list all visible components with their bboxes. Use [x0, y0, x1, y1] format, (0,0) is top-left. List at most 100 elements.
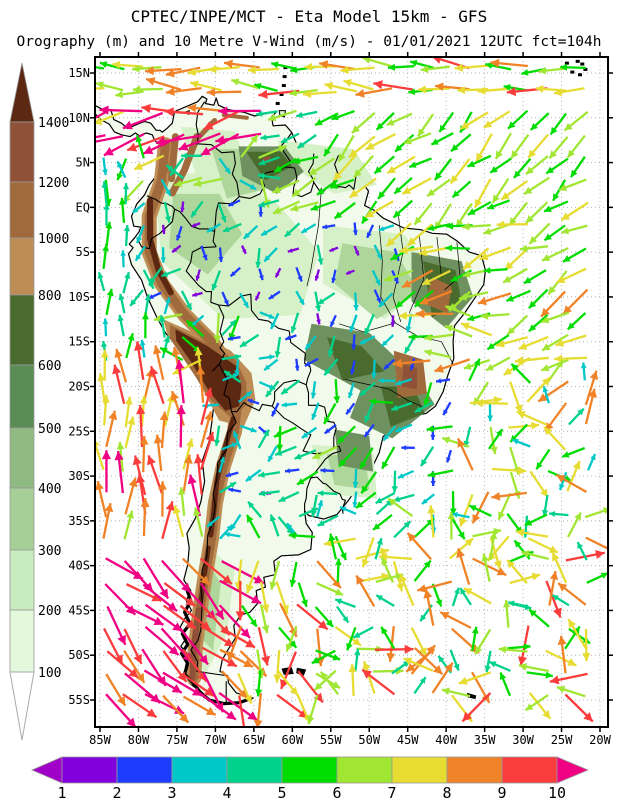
wind-arrow: [102, 157, 108, 176]
wind-arrow: [102, 502, 114, 539]
wind-arrow: [161, 501, 175, 540]
wind-arrow: [296, 470, 319, 486]
wind-arrow: [584, 370, 599, 406]
wind-arrow: [280, 379, 301, 396]
wind-arrow: [314, 112, 339, 127]
wind-arrow: [278, 626, 298, 649]
wind-arrow: [240, 245, 247, 255]
wind-arrow: [486, 334, 510, 351]
wind-arrow: [159, 346, 184, 362]
wind-speed-label: 1: [57, 784, 66, 800]
wind-arrow: [206, 515, 221, 528]
wind-arrow: [343, 79, 374, 91]
wind-arrow: [351, 334, 357, 350]
wind-arrow: [348, 135, 376, 159]
wind-arrow: [238, 695, 246, 727]
wind-arrow: [418, 246, 451, 257]
wind-arrow: [174, 176, 203, 187]
country-border: [310, 445, 342, 479]
wind-arrow: [365, 132, 397, 151]
terrain-patch: [246, 151, 293, 181]
wind-arrow: [509, 381, 523, 414]
lon-label: 60W: [281, 733, 303, 747]
wind-arrow: [95, 480, 108, 518]
wind-arrow: [375, 111, 395, 131]
wind-arrow: [431, 57, 470, 70]
wind-arrow: [392, 358, 431, 368]
wind-arrow: [239, 292, 250, 309]
wind-arrow: [295, 110, 318, 119]
country-border: [174, 208, 217, 248]
wind-arrow: [408, 157, 432, 169]
wind-arrow: [338, 446, 358, 468]
wind-arrow: [424, 333, 454, 342]
wind-arrow: [361, 537, 375, 568]
lat-label: 5S: [76, 245, 90, 259]
wind-arrow: [229, 266, 241, 278]
wind-arrow: [441, 436, 470, 448]
wind-arrow: [255, 247, 262, 268]
wind-arrow: [586, 571, 608, 584]
wind-arrow: [123, 628, 143, 665]
wind-arrow: [508, 201, 529, 226]
wind-arrow: [139, 435, 149, 473]
wind-arrow: [287, 247, 300, 253]
island-dot: [275, 101, 280, 105]
wind-arrow: [181, 672, 215, 697]
wind-arrow: [552, 179, 567, 202]
wind-arrow: [468, 358, 481, 382]
wind-speed-segment: [116, 756, 173, 784]
wind-arrow: [339, 506, 357, 515]
wind-arrow: [399, 573, 415, 606]
wind-arrow: [377, 177, 396, 200]
wind-arrow: [211, 270, 221, 291]
orography-level-label: 500: [38, 422, 61, 437]
wind-arrow: [442, 401, 452, 416]
lat-label: 35S: [68, 514, 90, 528]
wind-arrow: [496, 220, 528, 229]
wind-arrow: [413, 202, 433, 226]
wind-arrow: [259, 311, 275, 320]
wind-arrow: [206, 88, 242, 97]
wind-arrow: [153, 345, 165, 381]
wind-arrow: [185, 319, 205, 338]
wind-arrow: [380, 626, 396, 650]
wind-arrow: [438, 111, 455, 133]
wind-arrow: [387, 497, 414, 518]
wind-arrow: [269, 560, 281, 590]
wind-arrow: [317, 490, 338, 497]
wind-arrow: [523, 269, 547, 285]
wind-speed-segment: [336, 756, 393, 784]
wind-arrow: [218, 604, 251, 639]
wind-arrow: [503, 600, 511, 628]
wind-arrow: [247, 398, 260, 405]
wind-arrow: [490, 58, 529, 68]
wind-arrow: [102, 318, 109, 337]
orography-below-min-arrow: [9, 671, 35, 741]
wind-speed-label: 7: [387, 784, 396, 800]
wind-arrow: [405, 313, 413, 333]
wind-arrow: [297, 582, 308, 608]
wind-arrow: [556, 685, 586, 698]
wind-arrow: [124, 477, 138, 515]
wind-arrow: [390, 401, 413, 411]
wind-arrow: [434, 358, 471, 373]
wind-arrow: [312, 445, 338, 460]
wind-arrow: [401, 445, 415, 451]
state-border: [436, 236, 442, 278]
wind-arrow: [142, 269, 155, 290]
wind-arrow: [433, 158, 453, 181]
wind-arrow: [528, 288, 549, 310]
wind-arrow: [348, 177, 377, 199]
state-border: [344, 378, 361, 384]
wind-arrow: [582, 628, 591, 662]
wind-arrow: [352, 491, 358, 508]
wind-arrow: [557, 582, 587, 606]
wind-arrow: [449, 649, 460, 672]
wind-arrow: [483, 267, 508, 274]
lon-label: 25W: [551, 733, 573, 747]
wind-arrow: [319, 671, 340, 695]
wind-arrow: [587, 453, 597, 471]
wind-arrow: [563, 111, 589, 132]
